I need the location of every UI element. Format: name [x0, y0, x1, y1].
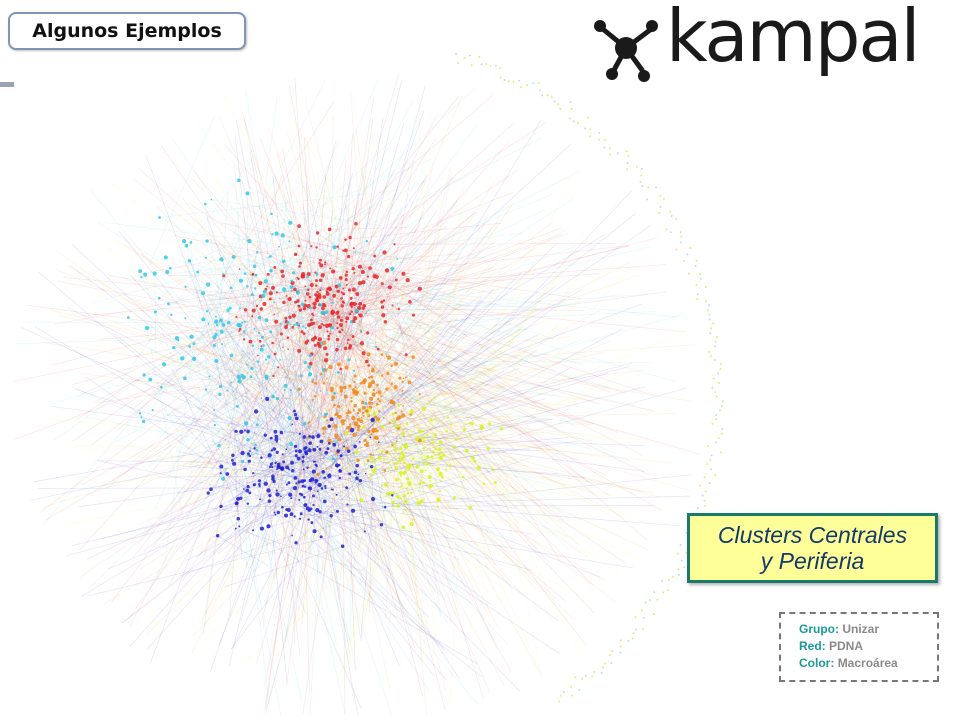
legend-value: Macroárea — [837, 656, 898, 670]
callout-line-1: Clusters Centrales — [717, 521, 908, 548]
legend-row-red: Red: PDNA — [799, 639, 864, 653]
legend-box: Grupo: Unizar Red: PDNA Color: Macroárea — [779, 612, 939, 682]
legend-value: PDNA — [829, 639, 864, 653]
legend-key: Red — [799, 639, 822, 653]
legend-key: Color — [799, 656, 831, 670]
legend-value: Unizar — [842, 622, 880, 636]
graph-nodes — [126, 53, 724, 703]
slide-title: Algunos Ejemplos — [8, 12, 246, 50]
decorative-dash — [0, 82, 14, 87]
callout-box: Clusters Centrales y Periferia — [687, 513, 938, 583]
kampal-logo: kampal — [592, 0, 942, 98]
legend-key: Grupo — [799, 622, 835, 636]
legend-row-color: Color: Macroárea — [799, 656, 898, 670]
callout-line-2: y Periferia — [760, 548, 865, 574]
logo-text: kampal — [666, 0, 921, 78]
legend-row-grupo: Grupo: Unizar — [799, 622, 880, 636]
network-dots-icon — [594, 20, 658, 82]
